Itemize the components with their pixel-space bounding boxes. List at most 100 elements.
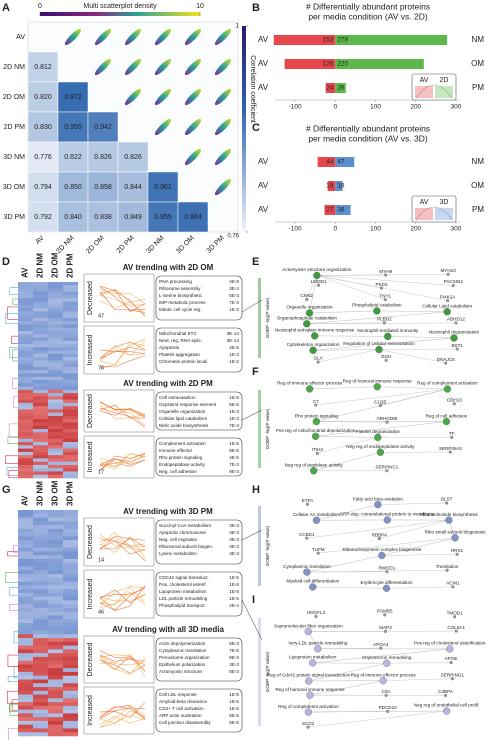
group-count: 14	[98, 557, 104, 563]
node-label: Rho protein signaling	[295, 413, 339, 418]
corr-cell	[57, 141, 89, 173]
heatmap-cell	[18, 429, 33, 433]
heatmap-column: 2D OM	[51, 252, 60, 278]
heatmap-cell	[33, 683, 48, 688]
heatmap-cell	[63, 337, 78, 342]
heatmap-cell	[48, 585, 63, 590]
heatmap-cell	[48, 317, 63, 322]
dendrogram	[11, 335, 18, 344]
heatmap-cell	[48, 694, 63, 699]
gene-node	[314, 403, 318, 407]
heatmap-cell	[18, 619, 33, 624]
heatmap-cell	[18, 347, 33, 351]
heatmap-cell	[63, 363, 78, 368]
group-label: Decreased	[87, 281, 94, 315]
trend-line	[99, 404, 146, 420]
node-label: Translation	[436, 564, 459, 569]
heatmap-cell	[63, 566, 78, 571]
trend-line	[99, 289, 146, 304]
heatmap-cell	[63, 679, 78, 684]
heatmap-cell	[63, 298, 78, 302]
inset-swatch	[415, 208, 433, 220]
col-label: 3D OM	[175, 235, 196, 256]
scatter-thumb	[214, 58, 232, 76]
heatmap-cell	[33, 321, 48, 325]
heatmap-column: 2D PM	[66, 253, 75, 278]
heatmap-cell	[33, 337, 48, 342]
row-label: 2D OM	[3, 94, 25, 101]
scatter-thumb	[154, 118, 172, 136]
heatmap-cell	[18, 406, 33, 410]
trend-line	[99, 535, 146, 550]
heatmap-cell	[48, 528, 63, 533]
node-label: CDH13	[447, 398, 463, 403]
heatmap-cell	[63, 653, 78, 658]
heatmap-cell	[18, 471, 33, 476]
heatmap-cell	[63, 585, 78, 590]
heatmap-cell	[33, 474, 48, 479]
edge	[308, 663, 387, 682]
heatmap-column: 2D NM	[36, 253, 45, 278]
heatmap-cell	[63, 592, 78, 597]
heatmap-cell	[48, 728, 63, 733]
scatter-thumb	[214, 148, 232, 166]
node-label: LMOD1	[311, 279, 327, 284]
heatmap-cell	[18, 717, 33, 722]
category-label: NM	[472, 157, 485, 166]
dendrogram	[5, 312, 18, 324]
term-p: 1E-5	[229, 706, 239, 711]
term: RNA processing	[159, 279, 192, 284]
heatmap-cell	[18, 295, 33, 299]
heatmap-cell	[18, 626, 33, 631]
term-p: 1E-5	[229, 575, 239, 580]
node-label: Supramolecular fiber organization	[274, 623, 343, 628]
corr-cell	[57, 81, 89, 113]
trend-line	[99, 534, 146, 552]
corr-cell	[27, 51, 59, 83]
edge	[378, 349, 446, 364]
heatmap-cell	[33, 435, 48, 440]
trend-line	[99, 704, 146, 720]
heatmap-cell	[48, 709, 63, 714]
heatmap-cell	[18, 389, 33, 394]
heatmap-cell	[33, 623, 48, 628]
value-label: 47	[337, 159, 345, 166]
node-label: SRP-dep. cotranslational protein to memb…	[340, 512, 435, 517]
dendrogram	[6, 467, 18, 476]
node-label: HDGFL3	[307, 610, 326, 615]
gene-node	[316, 360, 320, 364]
dendrogram	[13, 666, 18, 679]
dendrogram	[9, 604, 18, 611]
node-label: CNN2	[300, 293, 313, 298]
term: Epithelium polarization	[159, 662, 206, 667]
node-label: PI4K2A	[440, 294, 457, 299]
term-node	[373, 383, 381, 391]
scatter-thumb	[214, 178, 232, 196]
heatmap-cell	[18, 611, 33, 616]
heatmap-cell	[63, 543, 78, 548]
heatmap-cell	[33, 455, 48, 459]
bar	[273, 35, 336, 45]
term-box	[155, 637, 243, 682]
term: Mitochondrial ETC	[159, 331, 197, 336]
heatmap-cell	[33, 389, 48, 394]
heatmap-cell	[18, 668, 33, 673]
node-label: Cytoskeleton organization	[287, 342, 340, 347]
heatmap-cell	[63, 389, 78, 394]
heatmap-cell	[18, 337, 33, 342]
chart-title: per media condition (AV vs. 3D)	[308, 133, 428, 143]
heatmap-cell	[18, 540, 33, 545]
heatmap-cell	[48, 324, 63, 329]
dendrogram	[11, 699, 18, 712]
trend-line	[99, 707, 146, 719]
heatmap-cell	[18, 353, 33, 358]
heatmap-cell	[33, 668, 48, 673]
heatmap-cell	[63, 291, 78, 296]
heatmap-cell	[18, 357, 33, 361]
term: Rho protein signaling	[159, 455, 203, 460]
heatmap-cell	[33, 698, 48, 703]
heatmap-cell	[18, 600, 33, 605]
heatmap-cell	[63, 295, 78, 299]
term-p: 1E-5	[229, 395, 239, 400]
heatmap-cell	[48, 471, 63, 476]
